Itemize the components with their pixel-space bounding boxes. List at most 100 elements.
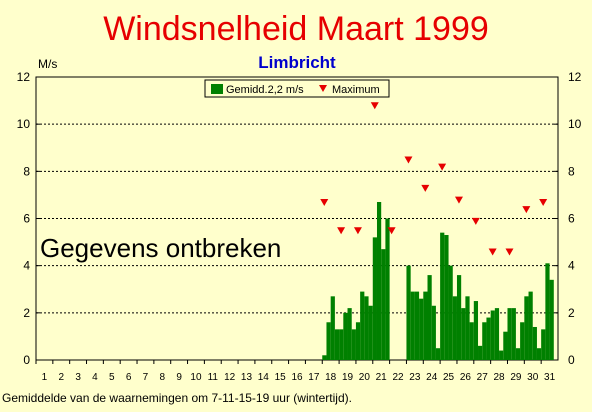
- bar: [376, 201, 382, 360]
- bar: [355, 322, 361, 360]
- x-tick-label: 15: [275, 372, 287, 383]
- bar: [549, 279, 554, 360]
- max-marker: [421, 184, 430, 192]
- x-tick-label: 26: [460, 372, 472, 383]
- x-tick-label: 31: [544, 372, 556, 383]
- average-bars: [322, 201, 554, 360]
- max-marker: [522, 206, 531, 214]
- y-tick-label-left: 6: [23, 212, 30, 226]
- bar: [541, 329, 546, 360]
- y-tick-label-left: 8: [23, 164, 30, 178]
- x-tick-label: 23: [409, 372, 421, 383]
- bar: [406, 265, 411, 360]
- legend-marker-maximum: [319, 85, 327, 92]
- chart-subtitle: Limbricht: [258, 53, 336, 72]
- bar: [334, 329, 340, 360]
- bar: [343, 312, 348, 360]
- bar: [431, 305, 436, 360]
- x-tick-label: 28: [494, 372, 506, 383]
- x-tick-label: 11: [208, 372, 219, 383]
- bar: [448, 265, 453, 360]
- axis-ticks: [35, 76, 558, 364]
- bar: [528, 291, 533, 360]
- x-tick-label: 12: [224, 372, 236, 383]
- y-tick-label-left: 0: [23, 353, 30, 367]
- bar: [423, 291, 428, 360]
- max-marker: [370, 102, 379, 110]
- bar: [381, 249, 386, 360]
- y-tick-label-left: 10: [17, 117, 31, 131]
- bar: [486, 317, 491, 360]
- x-tick-label: 4: [92, 372, 98, 383]
- missing-data-annotation: Gegevens ontbreken: [40, 233, 281, 263]
- max-marker: [454, 196, 463, 204]
- x-tick-label: 19: [342, 372, 354, 383]
- bar: [385, 218, 390, 360]
- x-tick-label: 8: [160, 372, 166, 383]
- x-tick-label: 25: [443, 372, 455, 383]
- max-marker: [337, 227, 346, 235]
- bar: [465, 296, 470, 360]
- x-tick-label: 6: [126, 372, 132, 383]
- bar: [473, 301, 479, 360]
- max-marker: [505, 248, 514, 256]
- x-tick-label: 10: [190, 372, 202, 383]
- bar: [461, 308, 466, 360]
- max-marker: [471, 217, 480, 225]
- bar: [515, 348, 521, 360]
- bar: [545, 263, 550, 360]
- y-tick-label-left: 4: [23, 259, 30, 273]
- gridlines: [36, 123, 558, 314]
- footnote: Gemiddelde van de waarnemingen om 7-11-1…: [2, 391, 352, 405]
- x-tick-label: 17: [308, 372, 320, 383]
- x-tick-labels: 1 2 3 4 5 6 7 8 9 10 11 12 13 14 15 16 17 18 19 20 21 22 23 24 2…: [42, 372, 556, 383]
- bar: [444, 235, 449, 360]
- bar: [440, 232, 445, 360]
- bar: [536, 348, 542, 360]
- y-tick-label-right: 10: [568, 117, 582, 131]
- x-tick-label: 5: [109, 372, 115, 383]
- y-tick-label-right: 4: [568, 259, 575, 273]
- max-marker: [539, 198, 548, 206]
- bar: [524, 296, 529, 360]
- y-tick-label-right: 0: [568, 353, 575, 367]
- bar: [368, 305, 373, 360]
- bar: [452, 296, 457, 360]
- x-tick-label: 13: [241, 372, 253, 383]
- legend-label-maximum: Maximum: [332, 84, 380, 96]
- bar: [410, 291, 415, 360]
- y-tick-label-right: 12: [568, 70, 582, 84]
- bar: [490, 310, 495, 360]
- bar: [507, 308, 512, 360]
- x-tick-label: 21: [376, 372, 388, 383]
- legend-box: [204, 79, 390, 98]
- bar: [503, 331, 508, 360]
- max-marker: [438, 163, 447, 171]
- bar: [499, 350, 504, 360]
- max-marker: [353, 227, 362, 235]
- bar: [427, 275, 432, 360]
- bar: [435, 348, 441, 360]
- bar: [364, 296, 369, 360]
- x-tick-label: 9: [176, 372, 182, 383]
- bar: [520, 322, 525, 360]
- legend: Gemidd.2,2 m/s Maximum: [204, 79, 390, 98]
- bar: [511, 308, 516, 360]
- bar: [322, 355, 327, 360]
- bar: [326, 322, 331, 360]
- y-tick-label-right: 6: [568, 212, 575, 226]
- bar: [494, 308, 500, 360]
- bar: [339, 329, 344, 360]
- legend-label-average: Gemidd.2,2 m/s: [226, 84, 304, 96]
- bar: [482, 322, 487, 360]
- y-tick-label-left: 12: [17, 70, 31, 84]
- y-tick-label-right: 8: [568, 164, 575, 178]
- x-tick-label: 1: [42, 372, 48, 383]
- x-tick-label: 29: [510, 372, 522, 383]
- bar: [419, 298, 424, 360]
- legend-swatch-average: [211, 84, 223, 94]
- max-marker: [387, 227, 396, 235]
- x-tick-label: 3: [75, 372, 81, 383]
- bar: [532, 326, 537, 360]
